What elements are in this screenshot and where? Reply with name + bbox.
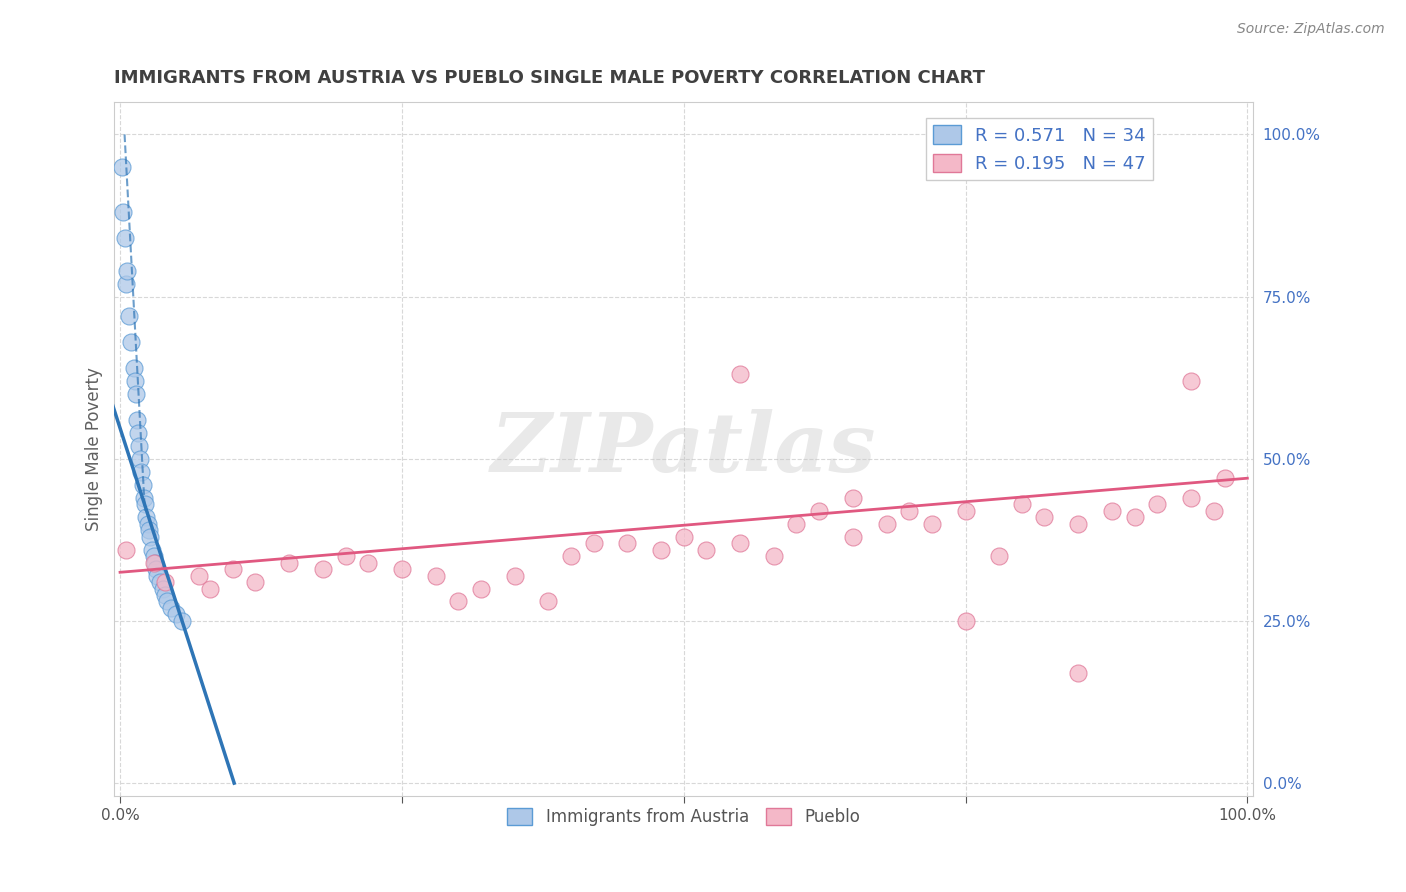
- Point: [134, 497, 156, 511]
- Point: [114, 231, 136, 245]
- Point: [1067, 665, 1090, 680]
- Point: [156, 594, 179, 608]
- Point: [728, 368, 751, 382]
- Point: [1033, 510, 1056, 524]
- Point: [1067, 516, 1090, 531]
- Point: [159, 601, 181, 615]
- Point: [470, 582, 492, 596]
- Text: Source: ZipAtlas.com: Source: ZipAtlas.com: [1237, 22, 1385, 37]
- Point: [153, 574, 176, 589]
- Point: [128, 439, 150, 453]
- Point: [955, 614, 977, 628]
- Point: [335, 549, 357, 563]
- Point: [560, 549, 582, 563]
- Point: [245, 574, 267, 589]
- Point: [111, 160, 134, 174]
- Point: [955, 503, 977, 517]
- Point: [142, 549, 165, 563]
- Point: [898, 503, 921, 517]
- Point: [425, 568, 447, 582]
- Point: [728, 536, 751, 550]
- Point: [650, 542, 672, 557]
- Y-axis label: Single Male Poverty: Single Male Poverty: [86, 368, 103, 531]
- Point: [1213, 471, 1236, 485]
- Point: [1180, 374, 1202, 388]
- Point: [114, 542, 136, 557]
- Point: [135, 510, 157, 524]
- Point: [278, 556, 301, 570]
- Point: [170, 614, 193, 628]
- Point: [112, 205, 135, 219]
- Point: [1011, 497, 1033, 511]
- Point: [672, 530, 695, 544]
- Point: [876, 516, 898, 531]
- Point: [145, 562, 167, 576]
- Point: [503, 568, 526, 582]
- Point: [153, 588, 176, 602]
- Point: [132, 491, 155, 505]
- Point: [131, 477, 153, 491]
- Point: [785, 516, 807, 531]
- Point: [1180, 491, 1202, 505]
- Point: [139, 530, 162, 544]
- Point: [222, 562, 245, 576]
- Point: [807, 503, 830, 517]
- Point: [146, 568, 169, 582]
- Point: [842, 530, 865, 544]
- Point: [1202, 503, 1225, 517]
- Legend: Immigrants from Austria, Pueblo: Immigrants from Austria, Pueblo: [501, 801, 866, 833]
- Point: [125, 387, 148, 401]
- Point: [762, 549, 785, 563]
- Point: [582, 536, 605, 550]
- Point: [188, 568, 211, 582]
- Point: [988, 549, 1011, 563]
- Point: [391, 562, 413, 576]
- Text: ZIPatlas: ZIPatlas: [491, 409, 876, 489]
- Point: [165, 607, 187, 622]
- Point: [141, 542, 163, 557]
- Point: [842, 491, 865, 505]
- Point: [118, 309, 141, 323]
- Point: [127, 425, 149, 440]
- Point: [136, 516, 159, 531]
- Point: [152, 582, 174, 596]
- Point: [1146, 497, 1168, 511]
- Point: [131, 465, 153, 479]
- Point: [447, 594, 470, 608]
- Text: IMMIGRANTS FROM AUSTRIA VS PUEBLO SINGLE MALE POVERTY CORRELATION CHART: IMMIGRANTS FROM AUSTRIA VS PUEBLO SINGLE…: [114, 69, 986, 87]
- Point: [115, 263, 138, 277]
- Point: [143, 556, 166, 570]
- Point: [129, 451, 152, 466]
- Point: [1123, 510, 1146, 524]
- Point: [125, 413, 148, 427]
- Point: [200, 582, 222, 596]
- Point: [357, 556, 380, 570]
- Point: [120, 334, 142, 349]
- Point: [695, 542, 717, 557]
- Point: [537, 594, 560, 608]
- Point: [122, 360, 145, 375]
- Point: [616, 536, 638, 550]
- Point: [921, 516, 943, 531]
- Point: [1101, 503, 1123, 517]
- Point: [142, 556, 165, 570]
- Point: [124, 374, 146, 388]
- Point: [138, 523, 160, 537]
- Point: [148, 574, 170, 589]
- Point: [114, 277, 136, 291]
- Point: [312, 562, 335, 576]
